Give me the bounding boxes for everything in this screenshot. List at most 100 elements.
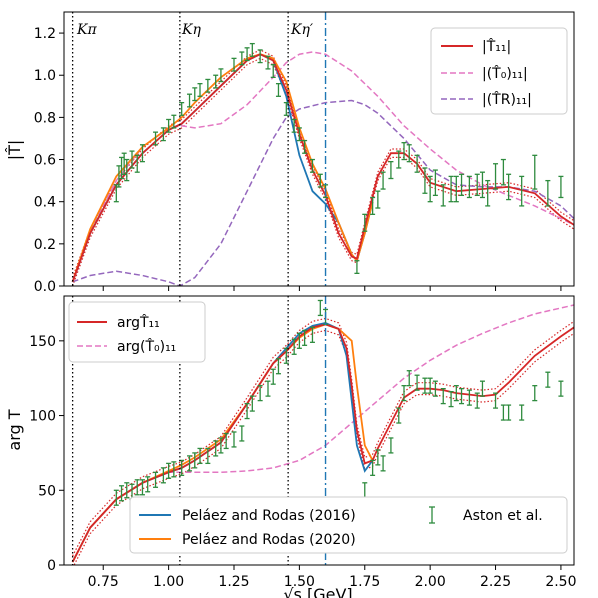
top-data-point-61 — [558, 175, 564, 199]
top-data-point-3 — [121, 152, 127, 175]
top-data-point-30 — [302, 139, 308, 154]
bot-data-point-31 — [309, 326, 315, 343]
top-panel: 0.0 0.2 0.4 0.6 0.8 1.0 1.2 Kπ Kη Kη′ |T̂| |T̂… — [5, 11, 575, 295]
bot-data-point-57 — [532, 385, 538, 402]
bot-data-point-48 — [453, 385, 459, 402]
bot-data-point-12 — [187, 455, 193, 472]
bot-xtick-label-5: 2.00 — [415, 574, 446, 590]
bot-data-point-35 — [370, 459, 376, 476]
top-data-point-23 — [257, 49, 263, 64]
legend-label-t0: |(T̂₀)₁₁| — [482, 65, 528, 82]
top-data-point-37 — [375, 190, 381, 209]
legend-label-tr: |(T̂R)₁₁| — [482, 91, 532, 108]
x-axis-label: √s [GeV] — [283, 585, 352, 598]
top-data-point-34 — [354, 260, 360, 275]
bot-data-point-21 — [244, 402, 250, 420]
bot-data-point-7 — [153, 471, 159, 488]
threshold-label-kpi: Kπ — [76, 22, 97, 38]
bot-data-point-58 — [545, 371, 551, 388]
bot-xtick-label-6: 2.25 — [480, 574, 511, 590]
bot-data-point-46 — [440, 388, 446, 405]
top-data-point-43 — [414, 154, 420, 173]
top-ytick-label-6: 1.2 — [34, 26, 56, 42]
top-data-point-24 — [265, 55, 271, 70]
bot-data-point-43 — [422, 377, 428, 394]
bot-data-point-15 — [205, 447, 211, 465]
top-data-point-19 — [231, 57, 237, 72]
top-data-point-25 — [270, 64, 276, 78]
bot-data-point-28 — [291, 338, 297, 355]
top-data-point-53 — [479, 171, 485, 199]
top-legend-box — [430, 27, 568, 115]
top-data-point-11 — [171, 114, 177, 129]
legend-label-aston: Aston et al. — [463, 508, 543, 524]
top-data-point-14 — [192, 87, 198, 102]
bot-xtick-label-7: 2.50 — [545, 574, 576, 590]
bot-data-point-16 — [213, 440, 219, 457]
bot-data-point-29 — [296, 332, 302, 349]
bot-data-point-14 — [197, 447, 203, 465]
bottom-panel: 0 50 100 150 0.75 1.00 1.25 1.50 1.75 2.00 2.25 2.… — [5, 295, 577, 598]
top-data-point-50 — [459, 173, 465, 197]
bottom-legend-upper-box — [68, 301, 206, 363]
bot-data-point-1 — [119, 485, 125, 502]
bot-data-point-59 — [558, 380, 564, 397]
legend-marker-aston — [429, 506, 435, 524]
bot-data-point-47 — [448, 390, 454, 408]
bot-data-point-9 — [166, 462, 172, 479]
bot-data-point-37 — [380, 455, 386, 472]
top-ytick-label-4: 0.8 — [34, 110, 56, 126]
bot-data-point-53 — [493, 392, 499, 409]
bot-data-point-20 — [239, 425, 245, 442]
threshold-label-keta: Kη — [181, 22, 201, 38]
top-axes-frame — [63, 11, 575, 287]
bot-data-point-24 — [265, 380, 271, 397]
top-y-axis-label: |T̂| — [5, 140, 24, 161]
bot-xtick-label-3: 1.50 — [284, 574, 315, 590]
bot-data-point-25 — [270, 368, 276, 385]
top-data-point-18 — [218, 68, 224, 83]
bot-data-point-17 — [218, 437, 224, 454]
top-ytick-label-0: 0.0 — [34, 279, 56, 295]
bot-data-point-26 — [275, 358, 281, 375]
top-data-point-7 — [139, 144, 145, 163]
top-data-point-22 — [249, 42, 255, 57]
top-data-point-15 — [197, 83, 203, 97]
top-data-point-58 — [519, 175, 525, 207]
top-data-point-29 — [296, 127, 302, 142]
bot-xtick-label-1: 1.00 — [153, 574, 184, 590]
top-data-point-51 — [466, 175, 472, 199]
top-data-point-16 — [205, 78, 211, 93]
top-data-point-1 — [116, 165, 122, 188]
bot-data-point-54 — [500, 404, 506, 421]
top-data-point-26 — [275, 83, 281, 97]
top-data-point-60 — [545, 179, 551, 207]
top-series-pel-ez-and-rodas-2016 — [71, 53, 374, 283]
bot-data-point-23 — [257, 385, 263, 402]
bot-data-point-4 — [134, 479, 140, 496]
bot-data-point-36 — [375, 449, 381, 466]
legend-label-t11: |T̂₁₁| — [482, 38, 511, 55]
legend-label-argt0: arg(T̂₀)₁₁ — [117, 338, 176, 355]
top-data-point-45 — [427, 175, 433, 203]
top-data-point-44 — [422, 167, 428, 194]
top-data-point-0 — [113, 184, 119, 203]
bot-data-point-41 — [406, 370, 412, 387]
bot-data-point-55 — [506, 404, 512, 421]
top-legend: |T̂₁₁| |(T̂₀)₁₁| |(T̂R)₁₁| — [430, 27, 568, 115]
top-data-point-27 — [283, 101, 289, 116]
top-data-point-57 — [506, 173, 512, 201]
bottom-y-axis-label: arg T — [5, 409, 24, 450]
top-data-point-42 — [406, 144, 412, 163]
bottom-legend-upper: argT̂₁₁ arg(T̂₀)₁₁ — [68, 301, 206, 363]
top-data-point-31 — [309, 158, 315, 173]
bot-xtick-label-4: 1.75 — [349, 574, 380, 590]
top-data-point-2 — [119, 156, 125, 180]
bot-data-point-44 — [427, 377, 433, 394]
bot-data-point-51 — [474, 392, 480, 409]
top-data-point-21 — [244, 47, 250, 62]
top-data-point-8 — [153, 131, 159, 146]
bot-series-argt — [71, 323, 574, 563]
bot-data-point-32 — [317, 299, 323, 317]
